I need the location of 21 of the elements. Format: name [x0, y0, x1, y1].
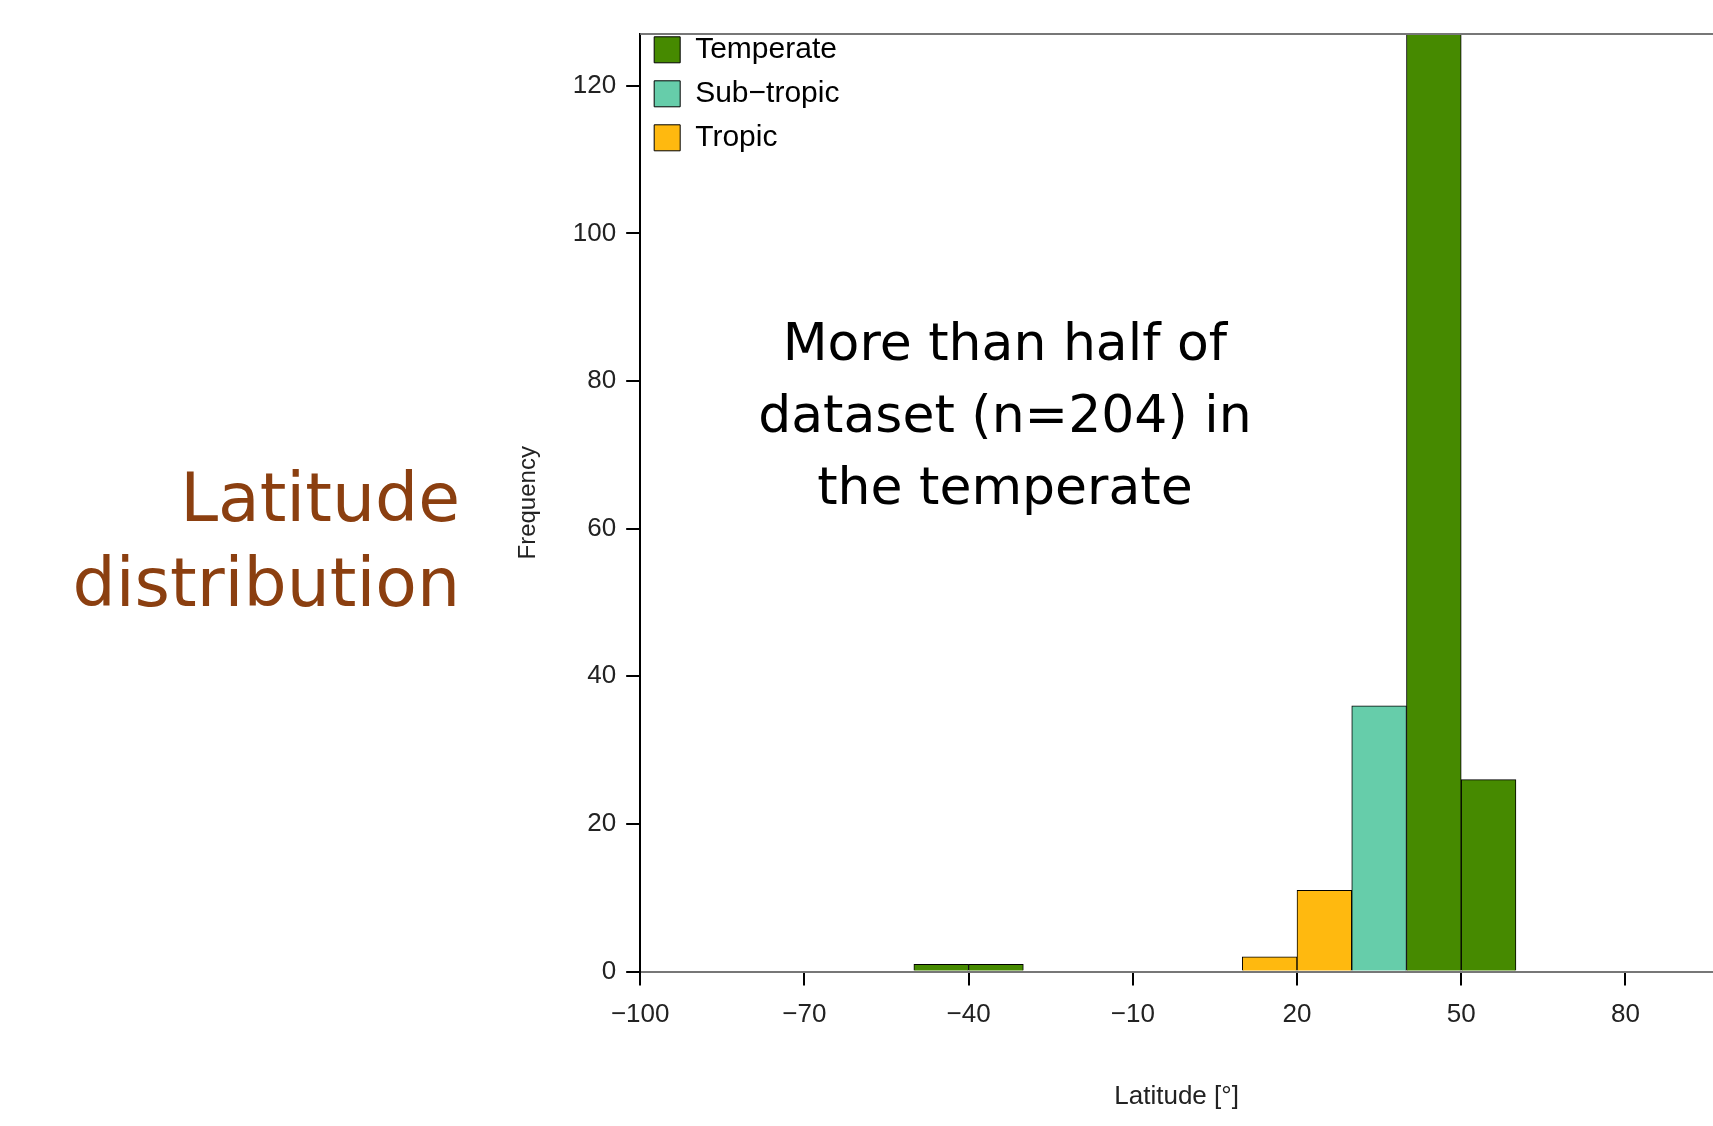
y-tick-label: 0	[601, 954, 617, 985]
legend-label: Tropic	[695, 119, 778, 153]
legend-label: Temperate	[695, 31, 837, 65]
x-tick-label: −10	[1110, 998, 1155, 1029]
y-tick-label: 60	[587, 511, 617, 542]
legend-label: Sub−tropic	[695, 75, 840, 109]
x-tick-label: 80	[1610, 998, 1640, 1029]
text: Latitude distribution	[71, 457, 460, 624]
y-tick-label: 20	[587, 807, 617, 838]
y-tick-label: 100	[572, 216, 617, 247]
x-tick-label: −70	[782, 998, 827, 1029]
y-axis-title: Frequency	[513, 446, 541, 560]
x-axis-title: Latitude [°]	[1114, 1079, 1239, 1110]
y-tick-label: 40	[587, 659, 617, 690]
x-tick-label: 50	[1446, 998, 1476, 1029]
x-tick-label: 20	[1282, 998, 1312, 1029]
x-tick-label: −100	[610, 998, 670, 1029]
annotation: More than half of dataset (n=204) in the temperate	[758, 311, 1252, 516]
y-tick-label: 80	[587, 364, 617, 395]
x-tick-label: −40	[946, 998, 991, 1029]
y-tick-label: 120	[572, 68, 617, 99]
